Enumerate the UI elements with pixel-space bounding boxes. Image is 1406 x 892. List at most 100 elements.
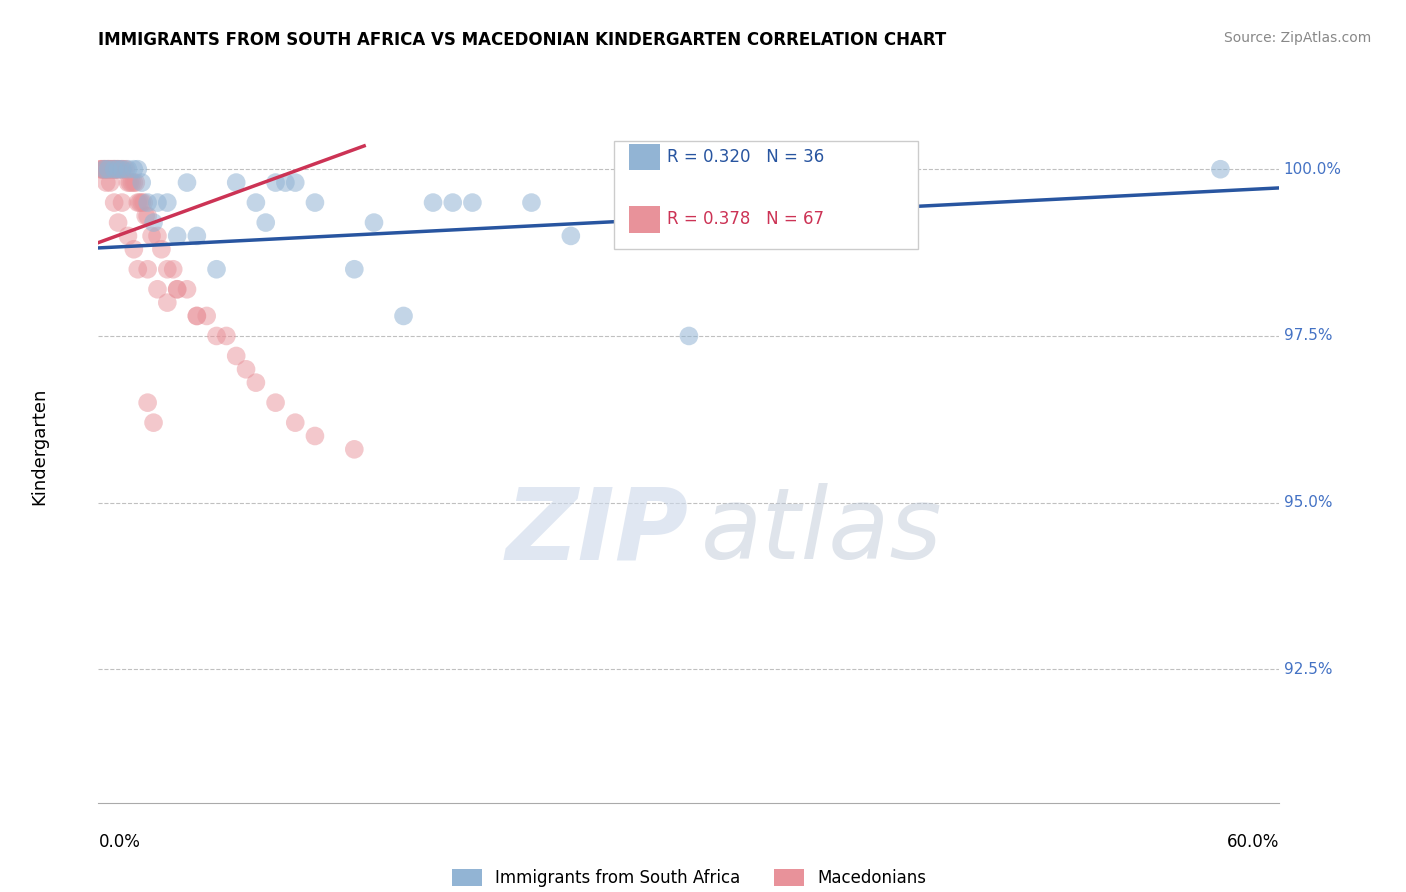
Point — [205, 329, 228, 343]
Point — [156, 195, 179, 210]
Point — [117, 228, 139, 243]
Point — [274, 176, 297, 190]
Text: 92.5%: 92.5% — [1284, 662, 1331, 677]
Point — [392, 309, 415, 323]
Point — [98, 162, 121, 177]
Point — [264, 395, 287, 409]
Point — [304, 429, 326, 443]
Point — [150, 242, 173, 256]
Point — [107, 216, 129, 230]
Point — [111, 162, 134, 177]
Point — [176, 282, 198, 296]
Point — [132, 195, 155, 210]
Point — [93, 162, 115, 177]
Point — [103, 162, 124, 177]
Point — [422, 195, 444, 210]
Point — [186, 228, 208, 243]
Point — [146, 282, 169, 296]
Text: ZIP: ZIP — [506, 483, 689, 580]
Point — [111, 195, 134, 210]
Point — [117, 162, 139, 177]
Point — [461, 195, 484, 210]
Point — [136, 262, 159, 277]
Point — [363, 216, 385, 230]
Point — [98, 176, 121, 190]
Point — [93, 162, 115, 177]
Point — [103, 162, 125, 177]
Point — [195, 309, 218, 323]
Point — [98, 162, 121, 177]
Point — [103, 195, 125, 210]
Point — [91, 162, 114, 177]
Point — [131, 195, 153, 210]
Point — [225, 349, 247, 363]
Point — [215, 329, 238, 343]
Point — [93, 162, 115, 177]
Point — [112, 162, 135, 177]
Point — [264, 176, 287, 190]
Point — [94, 162, 117, 177]
Point — [125, 176, 148, 190]
Point — [186, 309, 208, 323]
Point — [131, 176, 153, 190]
Point — [235, 362, 257, 376]
Point — [101, 162, 124, 177]
Point — [245, 195, 267, 210]
Point — [107, 162, 129, 177]
Point — [343, 262, 366, 277]
Point — [105, 162, 128, 177]
Point — [166, 282, 188, 296]
Point — [122, 176, 145, 190]
Point — [122, 162, 145, 177]
Point — [205, 262, 228, 277]
Point — [100, 162, 122, 177]
Text: 97.5%: 97.5% — [1284, 328, 1331, 343]
Point — [254, 216, 277, 230]
Point — [96, 162, 118, 177]
Point — [89, 162, 111, 177]
Point — [127, 195, 149, 210]
Point — [90, 162, 112, 177]
Text: Kindergarten: Kindergarten — [31, 387, 48, 505]
Point — [96, 162, 118, 177]
Point — [96, 176, 118, 190]
Text: R = 0.320   N = 36: R = 0.320 N = 36 — [668, 148, 824, 166]
Point — [166, 228, 188, 243]
Point — [441, 195, 464, 210]
Point — [825, 195, 848, 210]
Point — [128, 195, 150, 210]
Point — [146, 195, 169, 210]
Legend: Immigrants from South Africa, Macedonians: Immigrants from South Africa, Macedonian… — [451, 869, 927, 888]
Point — [245, 376, 267, 390]
Point — [225, 176, 247, 190]
Point — [560, 228, 582, 243]
Text: 95.0%: 95.0% — [1284, 495, 1331, 510]
Point — [141, 228, 163, 243]
Point — [103, 162, 125, 177]
Point — [142, 416, 165, 430]
Point — [104, 162, 127, 177]
Point — [117, 176, 139, 190]
Point — [127, 162, 149, 177]
Point — [304, 195, 326, 210]
Text: Source: ZipAtlas.com: Source: ZipAtlas.com — [1223, 31, 1371, 45]
Point — [156, 295, 179, 310]
Point — [678, 329, 700, 343]
Point — [135, 209, 157, 223]
Point — [520, 195, 543, 210]
Point — [97, 162, 120, 177]
Point — [111, 162, 134, 177]
Text: 0.0%: 0.0% — [98, 833, 141, 851]
Point — [136, 209, 159, 223]
Text: IMMIGRANTS FROM SOUTH AFRICA VS MACEDONIAN KINDERGARTEN CORRELATION CHART: IMMIGRANTS FROM SOUTH AFRICA VS MACEDONI… — [98, 31, 946, 49]
Text: 60.0%: 60.0% — [1227, 833, 1279, 851]
Point — [176, 176, 198, 190]
Point — [108, 162, 131, 177]
Point — [284, 176, 307, 190]
Point — [136, 395, 159, 409]
Point — [97, 162, 120, 177]
Point — [343, 442, 366, 457]
Point — [127, 262, 149, 277]
Point — [146, 228, 169, 243]
Point — [115, 162, 138, 177]
